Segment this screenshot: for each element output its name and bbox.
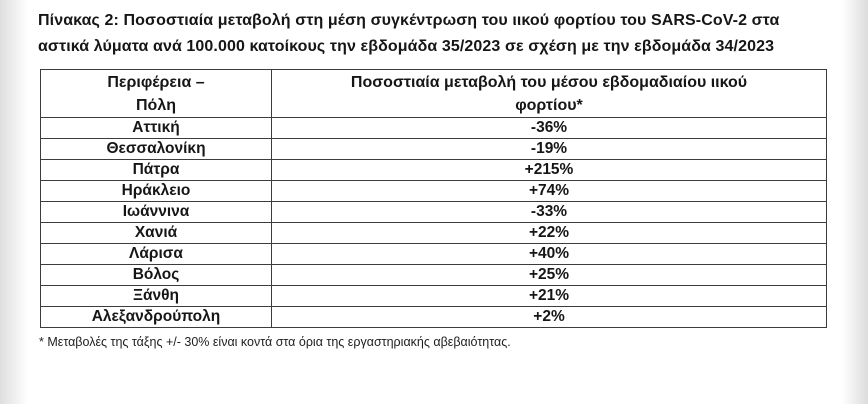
table-caption-line-1: Πίνακας 2: Ποσοστιαία μεταβολή στη μέση … xyxy=(38,12,780,29)
change-cell: +74% xyxy=(271,180,827,202)
table-row: Ιωάννινα -33% xyxy=(40,201,827,223)
region-cell: Αλεξανδρούπολη xyxy=(40,306,272,328)
region-cell: Ιωάννινα xyxy=(40,201,272,223)
table-row: Αλεξανδρούπολη +2% xyxy=(40,306,827,328)
change-cell: -36% xyxy=(271,117,827,139)
change-cell: +2% xyxy=(271,306,827,328)
change-cell: +22% xyxy=(271,222,827,244)
viral-load-change-table: Περιφέρεια – Πόλη Ποσοστιαία μεταβολή το… xyxy=(40,69,827,328)
region-cell: Ηράκλειο xyxy=(40,180,272,202)
table-row: Αττική -36% xyxy=(40,117,827,139)
document-content: Πίνακας 2: Ποσοστιαία μεταβολή στη μέση … xyxy=(38,8,832,350)
change-cell: +21% xyxy=(271,285,827,307)
table-row: Θεσσαλονίκη -19% xyxy=(40,138,827,160)
table-caption: Πίνακας 2: Ποσοστιαία μεταβολή στη μέση … xyxy=(38,8,832,60)
change-cell: +215% xyxy=(271,159,827,181)
header-region-city: Περιφέρεια – Πόλη xyxy=(40,69,272,118)
region-cell: Λάρισα xyxy=(40,243,272,265)
table-row: Ηράκλειο +74% xyxy=(40,180,827,202)
change-cell: +40% xyxy=(271,243,827,265)
region-cell: Αττική xyxy=(40,117,272,139)
table-header-row: Περιφέρεια – Πόλη Ποσοστιαία μεταβολή το… xyxy=(40,69,827,118)
table-row: Βόλος +25% xyxy=(40,264,827,286)
region-cell: Πάτρα xyxy=(40,159,272,181)
table-caption-line-2: αστικά λύματα ανά 100.000 κατοίκους την … xyxy=(38,38,775,55)
page-edge-shadow-right xyxy=(842,0,868,404)
change-cell: -33% xyxy=(271,201,827,223)
table-row: Πάτρα +215% xyxy=(40,159,827,181)
region-cell: Θεσσαλονίκη xyxy=(40,138,272,160)
table-row: Ξάνθη +21% xyxy=(40,285,827,307)
header-percent-change: Ποσοστιαία μεταβολή του μέσου εβδομαδιαί… xyxy=(271,69,827,118)
change-cell: -19% xyxy=(271,138,827,160)
table-row: Λάρισα +40% xyxy=(40,243,827,265)
table-footnote: * Μεταβολές της τάξης +/- 30% είναι κοντ… xyxy=(39,335,511,349)
table-row: Χανιά +22% xyxy=(40,222,827,244)
region-cell: Βόλος xyxy=(40,264,272,286)
region-cell: Ξάνθη xyxy=(40,285,272,307)
page-edge-shadow-left xyxy=(0,0,28,404)
region-cell: Χανιά xyxy=(40,222,272,244)
change-cell: +25% xyxy=(271,264,827,286)
